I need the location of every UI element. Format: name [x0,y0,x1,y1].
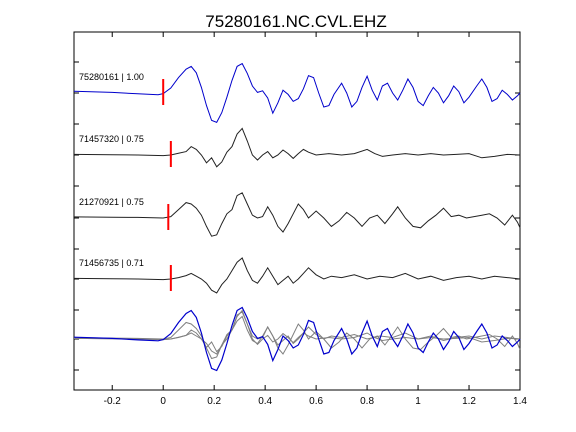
x-tick-label: 1 [415,396,421,407]
x-axis-labels: -0.2 0 0.2 0.4 0.6 0.8 1 1.2 1.4 [104,396,528,407]
overlay-master-line [73,306,521,372]
x-tick-label: 0.8 [360,396,374,407]
x-tick-label: 0.6 [309,396,323,407]
x-tick-label: -0.2 [104,396,122,407]
plot-frame [73,31,521,391]
x-tick-label: 1.2 [462,396,476,407]
trace-line [73,257,521,294]
x-tick-label: 0.4 [258,396,272,407]
chart-title: 75280161.NC.CVL.EHZ [205,12,386,31]
trace-line [73,192,521,237]
trace-label: 21270921 | 0.75 [79,197,144,207]
trace-line [73,127,521,168]
overlay-trace-line [73,315,521,355]
trace-line [73,62,521,124]
trace-label: 71456735 | 0.71 [79,258,144,268]
x-tick-label: 0.2 [207,396,221,407]
x-tick-label: 1.4 [513,396,527,407]
trace-group: 75280161 | 1.00 71457320 | 0.75 21270921 |… [73,62,521,294]
trace-label: 71457320 | 0.75 [79,134,144,144]
trace-label: 75280161 | 1.00 [79,72,144,82]
overlay-group [73,306,521,372]
x-tick-label: 0 [160,396,166,407]
overlay-trace-line [73,311,521,360]
axis-ticks [74,32,521,390]
